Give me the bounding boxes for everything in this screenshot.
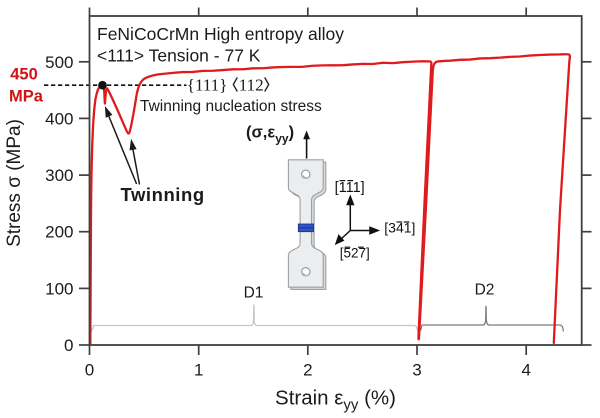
svg-text:FeNiCoCrMn High entropy alloy: FeNiCoCrMn High entropy alloy [97, 24, 344, 44]
svg-text:[341]: [341] [384, 220, 415, 236]
svg-text:Strain εyy (%): Strain εyy (%) [275, 387, 396, 414]
svg-text:[527]: [527] [340, 245, 370, 260]
svg-text:Twinning nucleation stress: Twinning nucleation stress [140, 98, 322, 115]
svg-text:1: 1 [194, 361, 203, 380]
svg-text:MPa: MPa [9, 88, 44, 106]
svg-text:Twinning: Twinning [121, 184, 205, 205]
svg-text:400: 400 [45, 109, 73, 128]
svg-text:D1: D1 [244, 285, 264, 302]
svg-text:[111]: [111] [335, 180, 365, 196]
svg-text:300: 300 [45, 166, 73, 185]
svg-text:4: 4 [521, 361, 530, 380]
svg-text:<111> Tension - 77 K: <111> Tension - 77 K [97, 46, 261, 66]
svg-text:0: 0 [85, 361, 94, 380]
svg-text:D2: D2 [475, 282, 495, 299]
svg-text:{111}: {111} [187, 76, 228, 95]
svg-text:100: 100 [45, 279, 73, 298]
svg-text:2: 2 [303, 361, 312, 380]
svg-text:112: 112 [239, 76, 264, 95]
svg-text:Stress σ (MPa): Stress σ (MPa) [4, 119, 25, 247]
svg-text:200: 200 [45, 223, 73, 242]
svg-text:3: 3 [412, 361, 421, 380]
svg-text:500: 500 [45, 53, 73, 72]
svg-text:0: 0 [64, 336, 73, 355]
svg-text:450: 450 [10, 66, 38, 84]
